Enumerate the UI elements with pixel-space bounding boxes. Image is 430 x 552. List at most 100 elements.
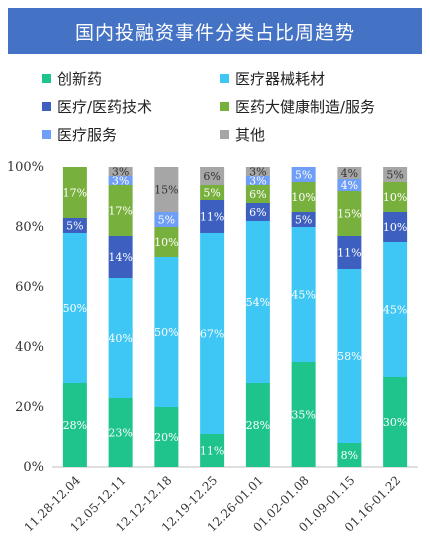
legend-label: 医疗服务 xyxy=(57,126,118,144)
data-label: 10% xyxy=(154,236,178,249)
data-label: 10% xyxy=(383,191,407,204)
data-label: 45% xyxy=(383,304,407,317)
data-label: 58% xyxy=(337,350,361,363)
bar-segment xyxy=(154,212,179,227)
bar-segment xyxy=(383,182,408,212)
bar-segment xyxy=(200,434,225,467)
data-label: 11% xyxy=(200,211,224,224)
bar-segment xyxy=(245,167,270,176)
y-tick-label: 80% xyxy=(15,220,44,235)
bar-segment xyxy=(245,221,270,383)
data-label: 3% xyxy=(112,166,129,179)
data-label: 14% xyxy=(108,251,132,264)
legend-item-medical-services: 医疗服务 xyxy=(42,124,117,145)
data-label: 15% xyxy=(154,184,178,197)
data-label: 6% xyxy=(249,188,266,201)
data-label: 50% xyxy=(154,326,178,339)
bar-segment xyxy=(291,182,316,212)
data-label: 17% xyxy=(63,187,87,200)
bar-segment xyxy=(337,269,362,443)
bar-segment xyxy=(62,167,87,218)
bar-segment xyxy=(245,203,270,221)
legend-label: 创新药 xyxy=(57,70,103,88)
bar-segment xyxy=(383,167,408,182)
bar-segment xyxy=(108,167,133,176)
data-label: 67% xyxy=(200,328,224,341)
data-label: 28% xyxy=(63,419,87,432)
bar-segment xyxy=(245,176,270,185)
bar-segment xyxy=(62,218,87,233)
bar-segment xyxy=(337,167,362,179)
data-label: 50% xyxy=(63,302,87,315)
bar-segment xyxy=(108,236,133,278)
data-label: 5% xyxy=(295,214,312,227)
data-label: 3% xyxy=(249,175,266,188)
data-label: 17% xyxy=(108,205,132,218)
data-label: 11% xyxy=(200,445,224,458)
y-tick-label: 60% xyxy=(15,280,44,295)
legend-swatch xyxy=(220,130,229,139)
legend-item-health-manufacturing: 医药大健康制造/服务 xyxy=(220,96,375,117)
bar-segment xyxy=(383,212,408,242)
data-label: 40% xyxy=(108,332,132,345)
bar-segment xyxy=(154,407,179,467)
bar-segment xyxy=(337,179,362,191)
bar-segment xyxy=(108,278,133,398)
legend-swatch xyxy=(220,102,229,111)
data-label: 20% xyxy=(154,431,178,444)
legend-item-innovative-drugs: 创新药 xyxy=(42,68,102,89)
bar-segment xyxy=(154,167,179,212)
y-tick-label: 40% xyxy=(15,340,44,355)
bar-segment xyxy=(200,185,225,200)
legend-item-medical-tech: 医疗/医药技术 xyxy=(42,96,152,117)
data-label: 5% xyxy=(295,169,312,182)
data-label: 30% xyxy=(383,416,407,429)
legend-swatch xyxy=(220,74,229,83)
bar-segment xyxy=(291,167,316,182)
data-label: 45% xyxy=(291,289,315,302)
data-label: 23% xyxy=(108,427,132,440)
data-label: 5% xyxy=(66,220,83,233)
legend-swatch xyxy=(42,102,51,111)
data-label: 10% xyxy=(291,191,315,204)
bar-segment xyxy=(245,185,270,203)
data-label: 35% xyxy=(291,409,315,422)
data-label: 54% xyxy=(246,296,270,309)
bar-segment xyxy=(291,227,316,362)
y-tick-label: 20% xyxy=(15,400,44,415)
data-label: 28% xyxy=(246,419,270,432)
legend-label: 医疗器械耗材 xyxy=(235,70,326,88)
bar-segment xyxy=(337,191,362,236)
bar-segment xyxy=(200,200,225,233)
data-label: 15% xyxy=(337,208,361,221)
bar-segment xyxy=(245,383,270,467)
y-tick-label: 0% xyxy=(23,460,44,475)
chart-title: 国内投融资事件分类占比周趋势 xyxy=(74,21,355,44)
data-label: 5% xyxy=(158,214,175,227)
legend-item-other: 其他 xyxy=(220,124,265,145)
data-label: 3% xyxy=(249,166,266,179)
legend-label: 其他 xyxy=(235,126,266,144)
bar-segment xyxy=(108,398,133,467)
bar-segment xyxy=(200,167,225,185)
data-label: 3% xyxy=(112,175,129,188)
data-label: 6% xyxy=(203,170,220,183)
chart-title-bar: 国内投融资事件分类占比周趋势 xyxy=(8,8,422,54)
legend-swatch xyxy=(42,74,51,83)
data-label: 8% xyxy=(341,449,358,462)
data-label: 4% xyxy=(341,179,358,192)
bar-segment xyxy=(108,185,133,236)
bar-segment xyxy=(337,236,362,269)
bar-segment xyxy=(383,242,408,377)
bar-segment xyxy=(62,383,87,467)
bar-segment xyxy=(383,377,408,467)
legend-label: 医疗/医药技术 xyxy=(57,98,153,116)
bar-segment xyxy=(200,233,225,434)
bar-segment xyxy=(291,362,316,467)
data-label: 6% xyxy=(249,206,266,219)
data-label: 4% xyxy=(341,167,358,180)
data-label: 10% xyxy=(383,221,407,234)
bar-segment xyxy=(108,176,133,185)
bar-segment xyxy=(154,227,179,257)
